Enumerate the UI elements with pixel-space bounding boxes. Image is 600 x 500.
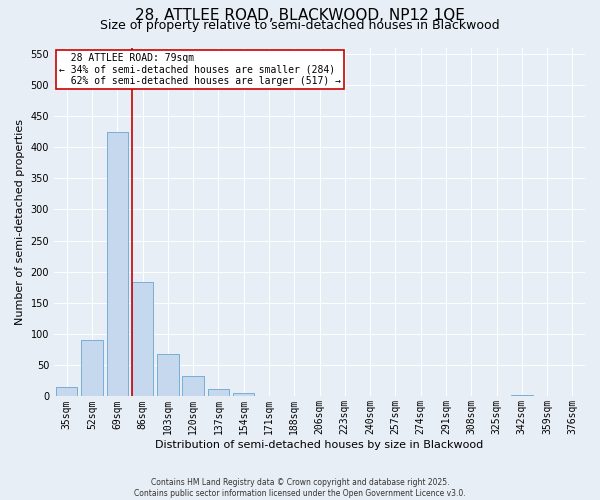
Bar	[107, 132, 128, 396]
X-axis label: Distribution of semi-detached houses by size in Blackwood: Distribution of semi-detached houses by …	[155, 440, 484, 450]
Bar	[511, 394, 533, 396]
Bar	[56, 387, 77, 396]
Text: 28 ATTLEE ROAD: 79sqm
← 34% of semi-detached houses are smaller (284)
  62% of s: 28 ATTLEE ROAD: 79sqm ← 34% of semi-deta…	[59, 52, 341, 86]
Bar	[132, 282, 153, 397]
Bar	[81, 340, 103, 396]
Bar	[157, 354, 179, 397]
Bar	[233, 394, 254, 396]
Bar	[182, 376, 204, 396]
Bar	[208, 389, 229, 396]
Text: 28, ATTLEE ROAD, BLACKWOOD, NP12 1QE: 28, ATTLEE ROAD, BLACKWOOD, NP12 1QE	[135, 8, 465, 22]
Y-axis label: Number of semi-detached properties: Number of semi-detached properties	[15, 119, 25, 325]
Text: Contains HM Land Registry data © Crown copyright and database right 2025.
Contai: Contains HM Land Registry data © Crown c…	[134, 478, 466, 498]
Text: Size of property relative to semi-detached houses in Blackwood: Size of property relative to semi-detach…	[100, 19, 500, 32]
